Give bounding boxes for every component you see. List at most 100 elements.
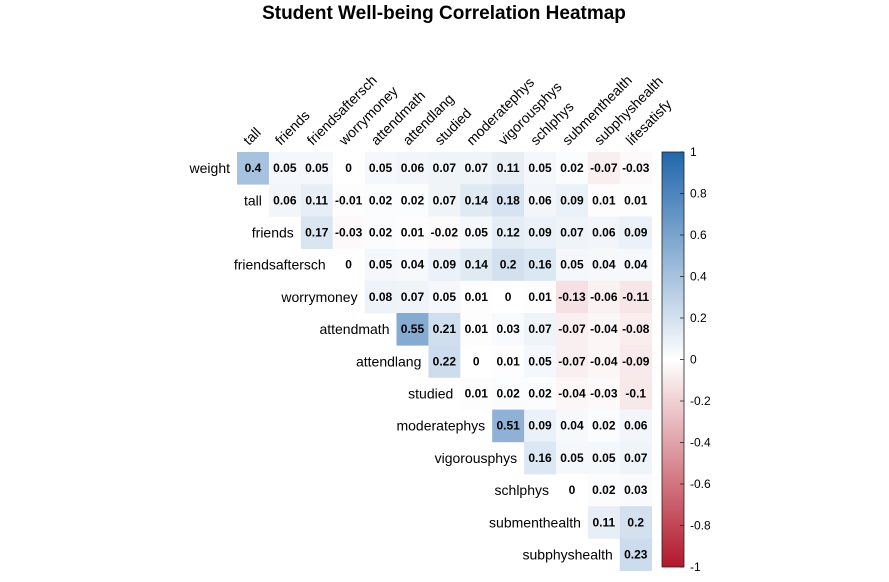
heatmap-cell bbox=[268, 184, 302, 217]
heatmap-cell bbox=[300, 216, 334, 249]
heatmap-cell bbox=[364, 216, 397, 249]
cell-value-label: 0.07 bbox=[528, 322, 552, 336]
cell-value-label: 0.23 bbox=[624, 548, 648, 562]
heatmap-cell bbox=[524, 377, 557, 410]
cell-value-label: 0.18 bbox=[496, 193, 520, 207]
heatmap-cell bbox=[364, 248, 397, 282]
cell-value-label: -0.03 bbox=[622, 161, 650, 175]
cell-value-label: -0.07 bbox=[558, 322, 586, 336]
heatmap-cell bbox=[524, 184, 557, 217]
cell-value-label: 0.03 bbox=[624, 483, 648, 497]
row-label: attendmath bbox=[319, 321, 389, 337]
heatmap-cell bbox=[460, 345, 493, 378]
heatmap-cell bbox=[396, 313, 429, 346]
heatmap-cell bbox=[556, 152, 589, 185]
colorbar-tick-label: 1 bbox=[690, 145, 697, 159]
cell-value-label: -0.11 bbox=[622, 290, 649, 304]
cell-value-label: 0.06 bbox=[528, 193, 552, 207]
heatmap-cell bbox=[332, 184, 365, 217]
cell-value-label: 0 bbox=[473, 354, 480, 368]
cell-value-label: 0.02 bbox=[369, 226, 393, 240]
heatmap-cell bbox=[587, 377, 621, 410]
heatmap-cell bbox=[619, 377, 653, 410]
cell-value-label: 0.02 bbox=[592, 419, 616, 433]
cell-value-label: 0.05 bbox=[592, 451, 616, 465]
cell-value-label: 0.14 bbox=[465, 193, 489, 207]
heatmap-cell bbox=[587, 152, 621, 185]
cell-value-label: 0.05 bbox=[560, 451, 584, 465]
cell-value-label: -0.04 bbox=[590, 354, 618, 368]
cell-value-label: 0.05 bbox=[528, 354, 552, 368]
chart-title: Student Well-being Correlation Heatmap bbox=[262, 3, 626, 24]
colorbar: 1 0.8 0.6 0.4 0.2 0 -0.2 -0.4 -0.6 -0.8 -1 bbox=[661, 145, 711, 574]
cell-value-label: -0.01 bbox=[335, 193, 363, 207]
cell-value-label: 0.09 bbox=[528, 419, 552, 433]
heatmap-cell bbox=[587, 313, 621, 346]
cell-value-label: 0.06 bbox=[401, 161, 425, 175]
heatmap-cell bbox=[556, 345, 589, 378]
heatmap-cell bbox=[364, 184, 397, 217]
cell-value-label: 0 bbox=[569, 483, 576, 497]
heatmap-cell bbox=[587, 409, 621, 443]
colorbar-tick-label: -1 bbox=[690, 560, 701, 574]
heatmap-cell bbox=[524, 248, 557, 282]
colorbar-tick-label: 0.6 bbox=[690, 228, 707, 242]
cell-value-label: 0.05 bbox=[273, 161, 297, 175]
heatmap-cell bbox=[524, 216, 557, 249]
cell-value-label: 0.11 bbox=[305, 193, 328, 207]
cell-value-label: -0.02 bbox=[431, 226, 459, 240]
column-label: friends bbox=[272, 107, 313, 148]
cell-value-label: -0.08 bbox=[622, 322, 650, 336]
cell-value-label: 0.02 bbox=[528, 387, 552, 401]
row-label: tall bbox=[244, 192, 262, 208]
heatmap-cell bbox=[332, 248, 365, 282]
cell-value-label: -0.03 bbox=[590, 387, 618, 401]
cell-value-label: 0.01 bbox=[465, 387, 489, 401]
cell-value-label: -0.03 bbox=[335, 226, 363, 240]
cell-value-label: 0.04 bbox=[401, 258, 425, 272]
colorbar-tick-label: 0.2 bbox=[690, 311, 707, 325]
heatmap-cell bbox=[237, 152, 270, 185]
heatmap-cell bbox=[460, 313, 493, 346]
colorbar-tick-label: 0 bbox=[690, 353, 697, 367]
cell-value-label: 0.07 bbox=[433, 161, 457, 175]
heatmap-cell bbox=[268, 152, 302, 185]
cell-value-label: 0.02 bbox=[592, 483, 616, 497]
heatmap-cell bbox=[619, 345, 653, 378]
heatmap-cell bbox=[492, 216, 525, 249]
cell-value-label: -0.06 bbox=[590, 290, 618, 304]
cell-value-label: 0.01 bbox=[465, 322, 489, 336]
cell-value-label: 0.01 bbox=[465, 290, 489, 304]
cell-value-label: 0.01 bbox=[624, 193, 648, 207]
heatmap-cell bbox=[556, 280, 589, 314]
heatmap-cell bbox=[396, 152, 429, 185]
colorbar-tick-label: 0.4 bbox=[690, 270, 707, 284]
row-label: friendsaftersch bbox=[234, 257, 326, 273]
heatmap-cell bbox=[587, 506, 621, 539]
cell-value-label: 0.01 bbox=[401, 226, 425, 240]
row-label: friends bbox=[252, 225, 294, 241]
heatmap-cell bbox=[492, 409, 525, 443]
row-label: worrymoney bbox=[280, 289, 357, 305]
heatmap-cell bbox=[556, 313, 589, 346]
cell-value-label: -0.1 bbox=[625, 387, 646, 401]
heatmap-cell bbox=[396, 280, 429, 314]
heatmap-cell bbox=[524, 152, 557, 185]
heatmap-cell bbox=[524, 345, 557, 378]
cell-value-label: 0.07 bbox=[560, 226, 584, 240]
heatmap-cell bbox=[587, 184, 621, 217]
heatmap-cell bbox=[556, 441, 589, 475]
cell-value-label: 0.02 bbox=[401, 193, 425, 207]
row-label: vigorousphys bbox=[435, 450, 518, 466]
heatmap-cells: 0.4 0.05 0.05 0 0.05 0.06 0.07 0.07 0.11 0.05 0.02… bbox=[237, 152, 653, 571]
heatmap-cell bbox=[428, 216, 461, 249]
cell-value-label: 0.07 bbox=[433, 193, 457, 207]
heatmap-cell bbox=[556, 184, 589, 217]
heatmap-cell bbox=[619, 409, 653, 443]
heatmap-cell bbox=[619, 184, 653, 217]
cell-value-label: 0.05 bbox=[528, 161, 552, 175]
colorbar-tick-label: -0.2 bbox=[690, 394, 711, 408]
cell-value-label: 0.08 bbox=[369, 290, 393, 304]
cell-value-label: 0.05 bbox=[305, 161, 329, 175]
heatmap-cell bbox=[619, 280, 653, 314]
